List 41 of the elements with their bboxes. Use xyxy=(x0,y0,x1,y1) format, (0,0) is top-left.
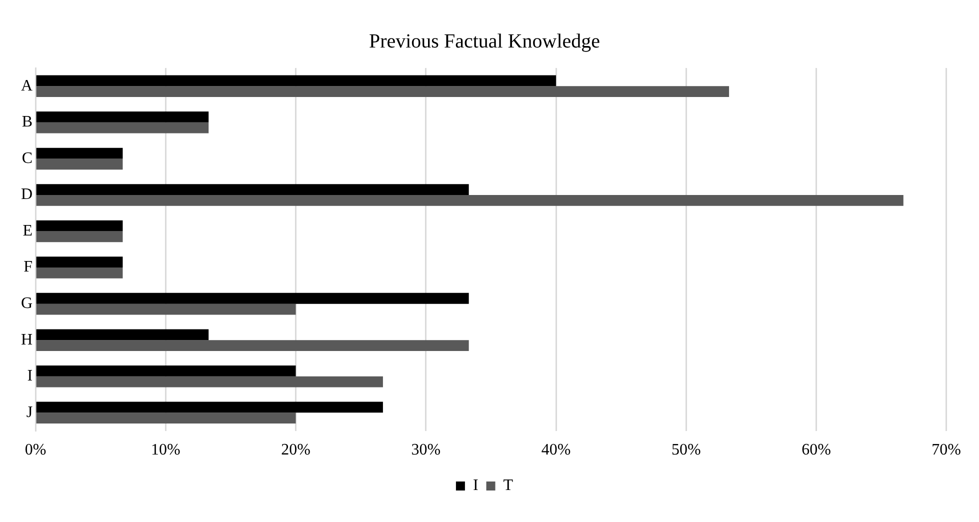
bar xyxy=(36,220,123,232)
bar xyxy=(36,402,383,413)
bar xyxy=(36,256,123,268)
bar xyxy=(36,365,296,376)
y-tick-label: F xyxy=(24,258,33,276)
y-tick-label: I xyxy=(27,368,33,385)
y-tick-label: G xyxy=(20,295,33,312)
bar xyxy=(36,194,904,206)
legend-label: I xyxy=(472,477,478,494)
x-tick-label: 10% xyxy=(151,442,180,459)
x-tick-label: 70% xyxy=(932,442,961,459)
bar xyxy=(36,75,556,86)
bar xyxy=(36,86,730,98)
bar xyxy=(36,122,209,134)
x-tick-label: 20% xyxy=(281,442,310,459)
y-tick-label: H xyxy=(20,331,33,348)
x-tick-label: 50% xyxy=(671,442,701,459)
y-tick-label: C xyxy=(22,150,33,167)
y-tick-label: J xyxy=(26,404,33,421)
bar xyxy=(36,329,209,340)
x-tick-label: 0% xyxy=(24,442,46,459)
x-tick-label: 60% xyxy=(802,442,831,459)
bar xyxy=(36,268,123,278)
y-tick-label: A xyxy=(20,77,33,94)
bar xyxy=(36,231,123,242)
bar xyxy=(36,340,469,351)
bar xyxy=(36,148,123,159)
y-tick-label: D xyxy=(20,186,33,204)
bar xyxy=(36,292,469,304)
bar xyxy=(36,184,469,195)
y-tick-label: B xyxy=(22,114,33,131)
bar xyxy=(36,412,296,424)
x-tick-label: 40% xyxy=(541,442,571,459)
chart-title: Previous Factual Knowledge xyxy=(368,30,600,52)
y-tick-label: E xyxy=(22,222,33,240)
bar xyxy=(36,112,209,122)
bar xyxy=(36,158,123,170)
bar xyxy=(36,376,383,388)
bar xyxy=(36,304,296,315)
x-tick-label: 30% xyxy=(411,442,441,459)
legend-label: T xyxy=(503,477,514,494)
